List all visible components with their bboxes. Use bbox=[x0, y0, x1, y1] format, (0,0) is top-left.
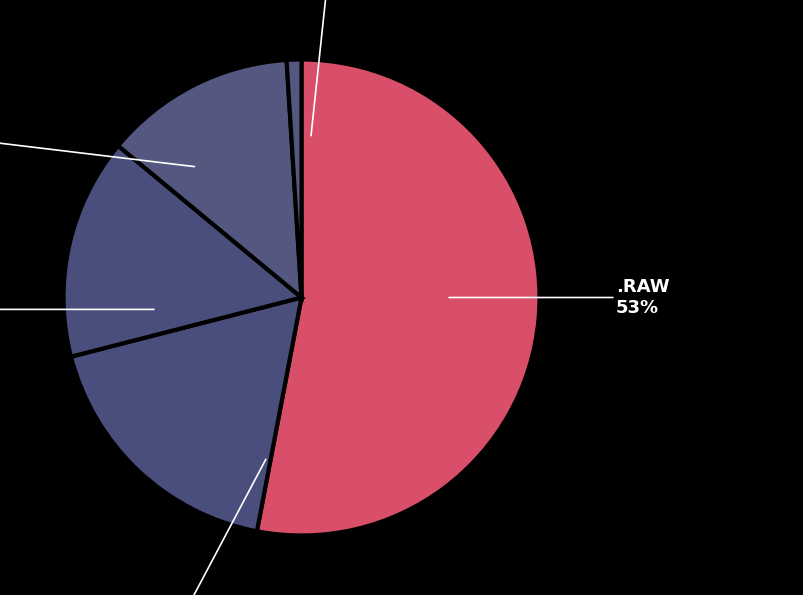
Text: .PDF
15%: .PDF 15% bbox=[0, 290, 153, 329]
Text: .RAW
53%: .RAW 53% bbox=[449, 278, 668, 317]
Wedge shape bbox=[257, 60, 539, 536]
Text: Other
1%: Other 1% bbox=[301, 0, 358, 136]
Wedge shape bbox=[286, 60, 301, 298]
Text: .DOCX
18%: .DOCX 18% bbox=[130, 459, 266, 595]
Text: .MSG
13%: .MSG 13% bbox=[0, 116, 194, 167]
Wedge shape bbox=[71, 298, 301, 531]
Wedge shape bbox=[63, 146, 301, 356]
Wedge shape bbox=[118, 60, 301, 298]
